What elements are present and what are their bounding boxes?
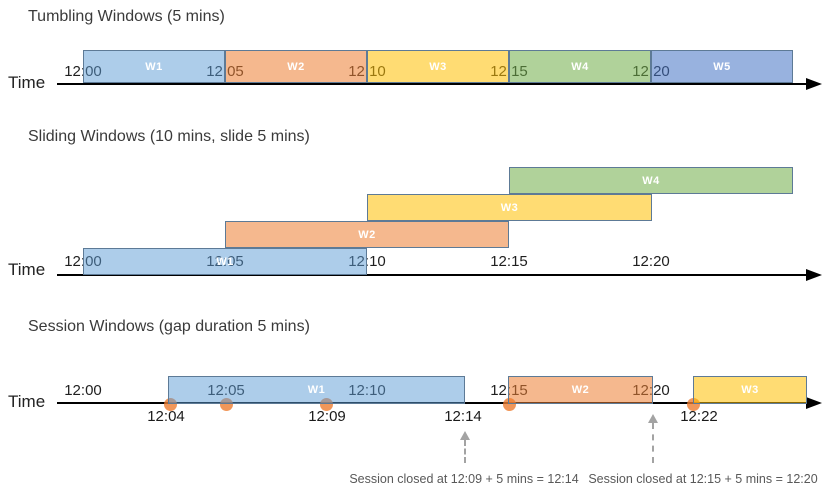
- event-time-label: 12:22: [680, 408, 718, 425]
- window-label: W1: [216, 255, 234, 268]
- event-time-label: 12:09: [308, 408, 346, 425]
- dashed-arrow-line: [652, 423, 654, 463]
- session-axis-arrowhead-icon: [806, 397, 822, 409]
- session-window-w2: W2: [508, 376, 653, 404]
- session-axis-tick: 12:00: [64, 382, 102, 399]
- dashed-arrow-icon: [648, 414, 658, 423]
- tumbling-window-w5: W5: [651, 50, 793, 83]
- event-time-label: 12:04: [147, 408, 185, 425]
- session-closed-annotation: Session closed at 12:09 + 5 mins = 12:14: [349, 472, 579, 486]
- sliding-window-w3: W3: [367, 194, 652, 221]
- sliding-axis-tick: 12:15: [490, 253, 528, 270]
- window-label: W1: [307, 384, 326, 396]
- session-window-w3: W3: [693, 376, 807, 404]
- tumbling-time-axis-label: Time: [8, 73, 46, 92]
- window-label: W2: [571, 384, 590, 396]
- sliding-axis-arrowhead-icon: [806, 269, 822, 281]
- session-time-axis-label: Time: [8, 392, 46, 411]
- window-label: W1: [145, 60, 163, 73]
- window-label: W3: [741, 384, 759, 396]
- session-window-w1: W1: [168, 376, 465, 404]
- sliding-time-axis-label: Time: [8, 260, 46, 279]
- sliding-axis-tick: 12:20: [632, 253, 670, 270]
- tumbling-window-w1: W1: [83, 50, 225, 83]
- dashed-arrow-icon: [460, 431, 470, 440]
- tumbling-section-title: Tumbling Windows (5 mins): [28, 8, 225, 25]
- tumbling-time-axis-line: [57, 83, 808, 85]
- window-label: W2: [358, 228, 376, 241]
- sliding-window-w2: W2: [225, 221, 509, 248]
- sliding-window-w1: W1: [83, 248, 367, 275]
- session-closed-annotation: Session closed at 12:15 + 5 mins = 12:20: [588, 472, 818, 486]
- window-label: W4: [642, 174, 660, 187]
- tumbling-window-w3: W3: [367, 50, 509, 83]
- tumbling-window-w4: W4: [509, 50, 651, 83]
- tumbling-window-w2: W2: [225, 50, 367, 83]
- window-label: W2: [287, 60, 305, 73]
- sliding-time-axis-line: [57, 274, 808, 276]
- dashed-arrow-line: [464, 440, 466, 463]
- sliding-section-title: Sliding Windows (10 mins, slide 5 mins): [28, 128, 310, 145]
- window-label: W4: [571, 60, 589, 73]
- session-section-title: Session Windows (gap duration 5 mins): [28, 318, 310, 335]
- event-time-label: 12:14: [444, 408, 482, 425]
- sliding-window-w4: W4: [509, 167, 793, 194]
- tumbling-axis-arrowhead-icon: [806, 78, 822, 90]
- window-label: W3: [429, 60, 447, 73]
- window-label: W3: [500, 201, 519, 214]
- window-label: W5: [713, 60, 731, 73]
